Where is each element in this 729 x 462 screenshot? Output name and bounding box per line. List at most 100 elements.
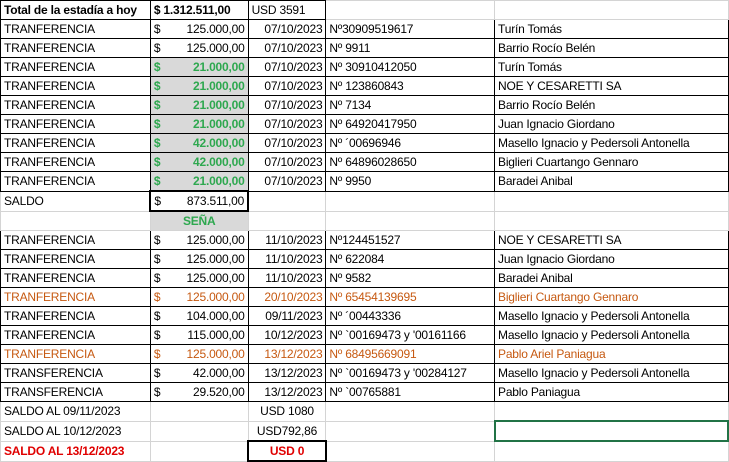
- saldo-label-cell[interactable]: SALDO: [0, 190, 151, 212]
- amount-cell[interactable]: $21.000,00: [149, 171, 249, 192]
- date-cell[interactable]: 11/10/2023: [247, 249, 327, 269]
- date-cell[interactable]: 07/10/2023: [247, 152, 327, 172]
- total-label-cell[interactable]: Total de la estadía a hoy: [0, 0, 151, 20]
- reference-cell[interactable]: Nº 622084: [325, 249, 496, 269]
- payer-name-cell[interactable]: Turín Tomás: [494, 19, 729, 39]
- empty-cell[interactable]: [247, 210, 327, 231]
- date-cell[interactable]: 13/12/2023: [247, 344, 327, 364]
- date-cell[interactable]: 07/10/2023: [247, 76, 327, 96]
- type-cell[interactable]: TRANFERENCIA: [0, 95, 151, 115]
- balance-value-cell[interactable]: USD792,86: [247, 420, 327, 442]
- amount-cell[interactable]: $125.000,00: [149, 249, 249, 269]
- reference-cell[interactable]: Nº `00169473 y '00161166: [325, 325, 496, 345]
- empty-cell[interactable]: [247, 190, 327, 212]
- amount-cell[interactable]: $104.000,00: [149, 306, 249, 326]
- reference-cell[interactable]: Nº `00765881: [325, 382, 496, 402]
- total-usd-cell[interactable]: USD 3591: [247, 0, 327, 20]
- selected-cell[interactable]: [493, 420, 729, 442]
- payer-name-cell[interactable]: Biglieri Cuartango Gennaro: [494, 287, 729, 307]
- type-cell[interactable]: TRANFERENCIA: [0, 57, 151, 77]
- payer-name-cell[interactable]: NOE Y CESARETTI SA: [494, 230, 729, 250]
- payer-name-cell[interactable]: Juan Ignacio Giordano: [494, 249, 729, 269]
- date-cell[interactable]: 10/12/2023: [247, 325, 327, 345]
- empty-cell[interactable]: [494, 401, 729, 422]
- reference-cell[interactable]: Nº 65454139695: [325, 287, 496, 307]
- balance-label-cell[interactable]: SALDO AL 09/11/2023: [0, 401, 151, 422]
- type-cell[interactable]: TRANFERENCIA: [0, 152, 151, 172]
- type-cell[interactable]: TRANSFERENCIA: [0, 382, 151, 402]
- date-cell[interactable]: 07/10/2023: [247, 57, 327, 77]
- amount-cell[interactable]: $29.520,00: [149, 382, 249, 402]
- payer-name-cell[interactable]: Baradei Anibal: [494, 268, 729, 288]
- payer-name-cell[interactable]: Pablo Ariel Paniagua: [494, 344, 729, 364]
- empty-cell[interactable]: [149, 420, 249, 442]
- sena-label-cell[interactable]: SEÑA: [149, 210, 249, 231]
- amount-cell[interactable]: $125.000,00: [149, 268, 249, 288]
- date-cell[interactable]: 13/12/2023: [247, 382, 327, 402]
- balance-label-cell[interactable]: SALDO AL 13/12/2023: [0, 440, 151, 462]
- payer-name-cell[interactable]: Barrio Rocío Belén: [494, 38, 729, 58]
- empty-cell[interactable]: [494, 440, 729, 462]
- date-cell[interactable]: 07/10/2023: [247, 19, 327, 39]
- amount-cell[interactable]: $125.000,00: [149, 287, 249, 307]
- payer-name-cell[interactable]: Baradei Anibal: [494, 171, 729, 192]
- empty-cell[interactable]: [149, 401, 249, 422]
- reference-cell[interactable]: Nº 7134: [325, 95, 496, 115]
- payer-name-cell[interactable]: Masello Ignacio y Pedersoli Antonella: [494, 306, 729, 326]
- type-cell[interactable]: TRANSFERENCIA: [0, 363, 151, 383]
- empty-cell[interactable]: [149, 440, 249, 462]
- date-cell[interactable]: 07/10/2023: [247, 114, 327, 134]
- empty-cell[interactable]: [325, 210, 496, 231]
- amount-cell[interactable]: $115.000,00: [149, 325, 249, 345]
- reference-cell[interactable]: Nº `00169473 y '00284127: [325, 363, 496, 383]
- payer-name-cell[interactable]: Masello Ignacio y Pedersoli Antonella: [494, 363, 729, 383]
- date-cell[interactable]: 07/10/2023: [247, 38, 327, 58]
- amount-cell[interactable]: $21.000,00: [149, 76, 249, 96]
- payer-name-cell[interactable]: Pablo Paniagua: [494, 382, 729, 402]
- type-cell[interactable]: TRANFERENCIA: [0, 76, 151, 96]
- reference-cell[interactable]: Nº ´00696946: [325, 133, 496, 153]
- reference-cell[interactable]: Nº 123860843: [325, 76, 496, 96]
- amount-cell[interactable]: $21.000,00: [149, 95, 249, 115]
- type-cell[interactable]: TRANFERENCIA: [0, 19, 151, 39]
- balance-value-cell[interactable]: USD 1080: [247, 401, 327, 422]
- date-cell[interactable]: 07/10/2023: [247, 133, 327, 153]
- type-cell[interactable]: TRANFERENCIA: [0, 171, 151, 192]
- reference-cell[interactable]: Nº30909519617: [325, 19, 496, 39]
- type-cell[interactable]: TRANFERENCIA: [0, 249, 151, 269]
- amount-cell[interactable]: $21.000,00: [149, 57, 249, 77]
- type-cell[interactable]: TRANFERENCIA: [0, 133, 151, 153]
- empty-cell[interactable]: [0, 210, 151, 231]
- amount-cell[interactable]: $125.000,00: [149, 19, 249, 39]
- reference-cell[interactable]: Nº 9911: [325, 38, 496, 58]
- reference-cell[interactable]: Nº ´00443336: [325, 306, 496, 326]
- reference-cell[interactable]: Nº 68495669091: [325, 344, 496, 364]
- type-cell[interactable]: TRANFERENCIA: [0, 114, 151, 134]
- payer-name-cell[interactable]: Masello Ignacio y Pedersoli Antonella: [494, 325, 729, 345]
- empty-cell[interactable]: [325, 190, 496, 212]
- reference-cell[interactable]: Nº 64920417950: [325, 114, 496, 134]
- empty-cell[interactable]: [325, 401, 496, 422]
- type-cell[interactable]: TRANFERENCIA: [0, 306, 151, 326]
- reference-cell[interactable]: Nº124451527: [325, 230, 496, 250]
- date-cell[interactable]: 20/10/2023: [247, 287, 327, 307]
- empty-cell[interactable]: [494, 190, 729, 212]
- reference-cell[interactable]: Nº 64896028650: [325, 152, 496, 172]
- date-cell[interactable]: 11/10/2023: [247, 230, 327, 250]
- payer-name-cell[interactable]: Barrio Rocío Belén: [494, 95, 729, 115]
- amount-cell[interactable]: $125.000,00: [149, 38, 249, 58]
- empty-cell[interactable]: [325, 420, 496, 442]
- date-cell[interactable]: 13/12/2023: [247, 363, 327, 383]
- type-cell[interactable]: TRANFERENCIA: [0, 230, 151, 250]
- balance-label-cell[interactable]: SALDO AL 10/12/2023: [0, 420, 151, 442]
- payer-name-cell[interactable]: Biglieri Cuartango Gennaro: [494, 152, 729, 172]
- type-cell[interactable]: TRANFERENCIA: [0, 38, 151, 58]
- date-cell[interactable]: 07/10/2023: [247, 95, 327, 115]
- amount-cell[interactable]: $42.000,00: [149, 152, 249, 172]
- amount-cell[interactable]: $125.000,00: [149, 344, 249, 364]
- amount-cell[interactable]: $21.000,00: [149, 114, 249, 134]
- empty-cell[interactable]: [494, 210, 729, 231]
- reference-cell[interactable]: Nº 9582: [325, 268, 496, 288]
- amount-cell[interactable]: $42.000,00: [149, 363, 249, 383]
- reference-cell[interactable]: Nº 9950: [325, 171, 496, 192]
